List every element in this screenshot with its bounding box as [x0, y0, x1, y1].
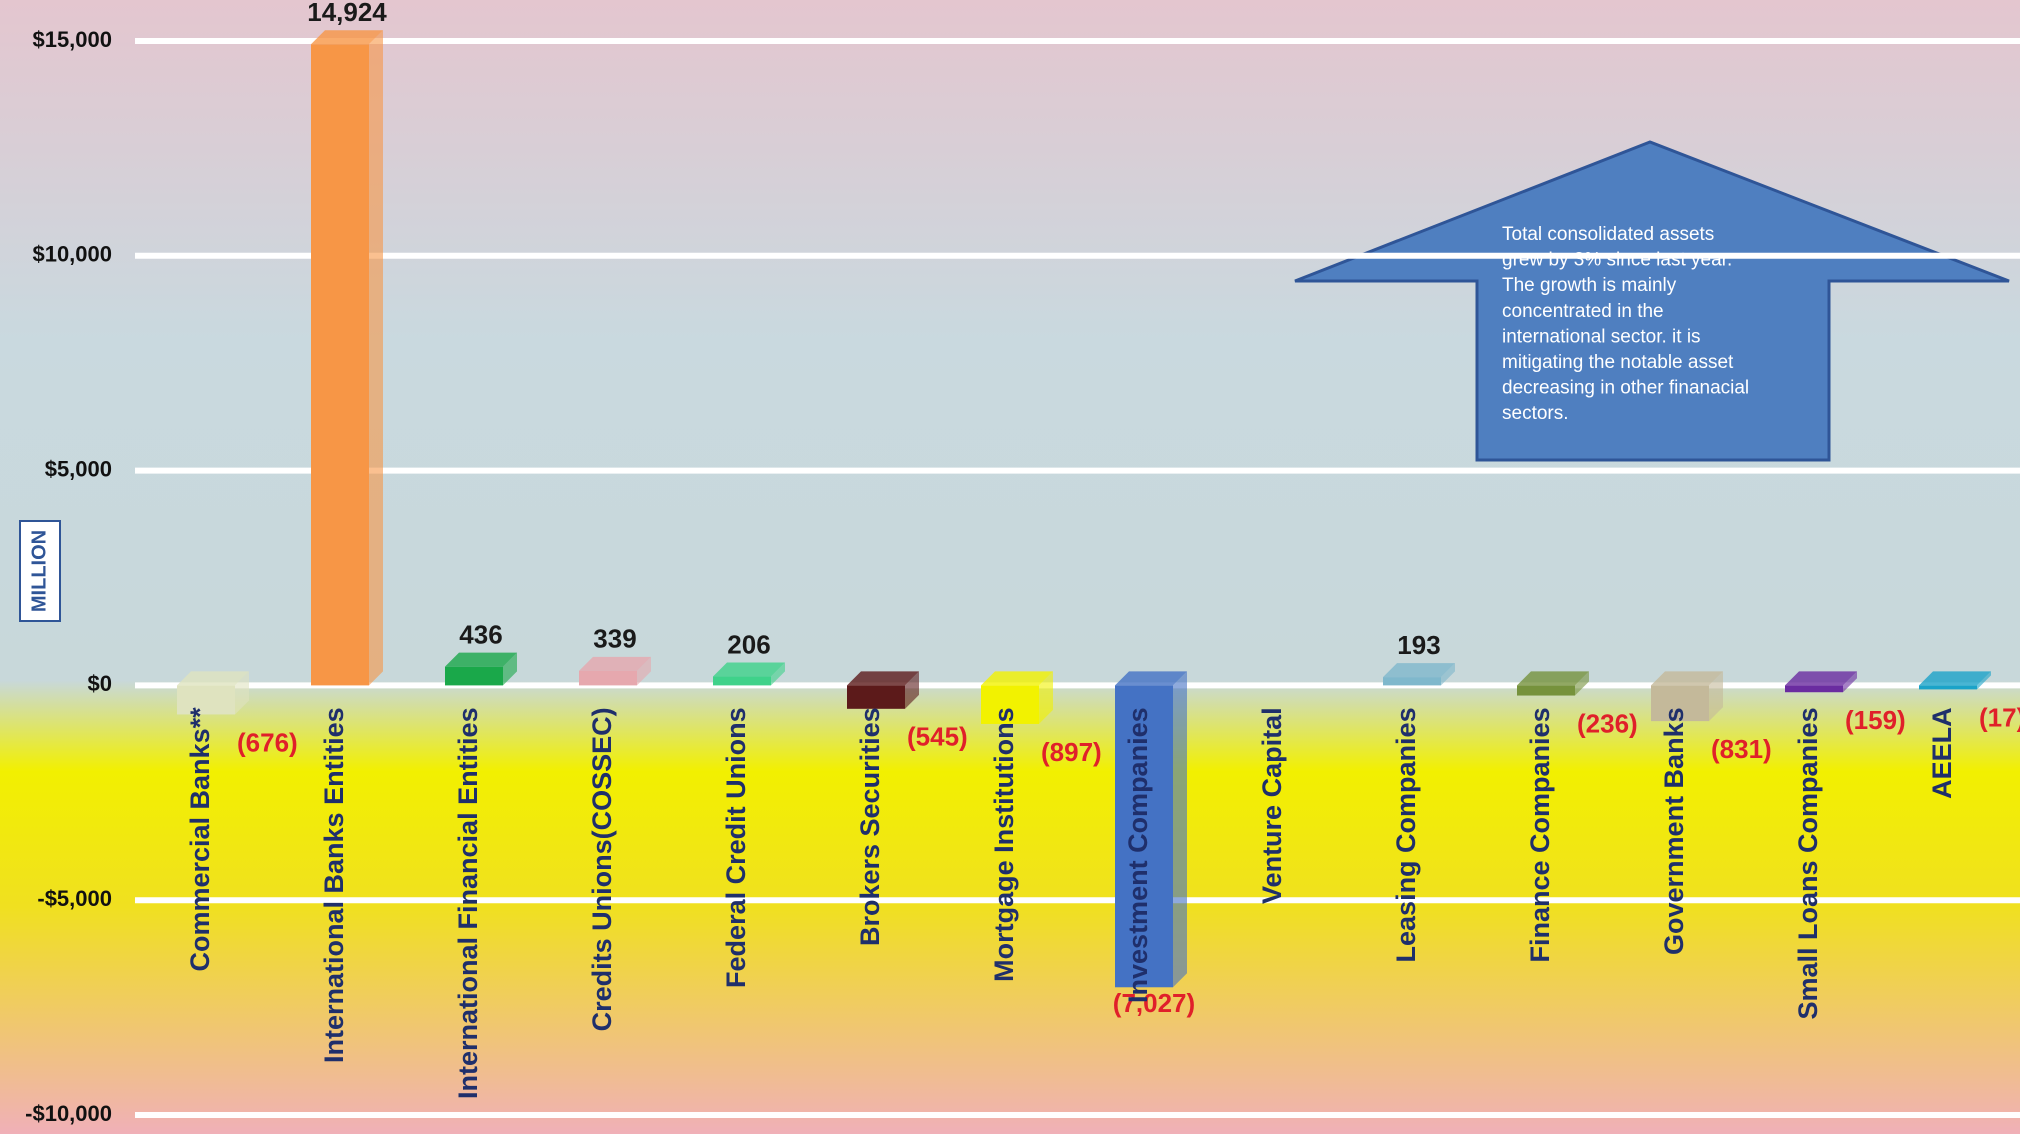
y-tick-label: $5,000 [45, 456, 112, 481]
annotation-line: concentrated in the [1502, 301, 1664, 322]
bar-side [1575, 671, 1589, 696]
bar-top [1785, 671, 1857, 686]
annotation-arrow [1294, 140, 2010, 462]
y-axis-label: MILLION [28, 530, 50, 612]
annotation-line: sectors. [1502, 403, 1569, 424]
bar-top [177, 671, 249, 686]
bar-top [1919, 671, 1991, 686]
x-tick-label: Brokers Securities [855, 707, 885, 946]
x-tick-label: Federal Credit Unions [721, 707, 751, 988]
value-label: 14,924 [307, 0, 387, 27]
bar-side [637, 656, 651, 686]
value-label: 193 [1397, 630, 1440, 660]
value-label: (17) [1979, 702, 2020, 732]
annotation-line: The growth is mainly [1502, 275, 1677, 296]
x-tick-label: Government Banks [1659, 707, 1689, 955]
x-tick-label: Investment Companies [1123, 707, 1153, 1003]
value-label: (7,027) [1113, 988, 1195, 1018]
bar-top [579, 656, 651, 671]
bar-top [847, 671, 919, 686]
bar-side [1843, 671, 1857, 693]
bar-side [1039, 671, 1053, 724]
bar [847, 685, 905, 709]
bar-top [311, 30, 383, 45]
bar [1651, 685, 1709, 722]
bar [1919, 685, 1977, 690]
bar [981, 685, 1039, 724]
bar-top [981, 671, 1053, 686]
bar [177, 685, 235, 715]
bar [579, 670, 637, 686]
x-tick-label: International Banks Entities [319, 707, 349, 1063]
x-tick-label: Credits Unions(COSSEC) [587, 707, 617, 1031]
value-label: 206 [727, 629, 770, 659]
x-tick-label: International Financial Entities [453, 707, 483, 1099]
bar-top [1383, 663, 1455, 678]
y-tick-label: $10,000 [32, 242, 112, 267]
y-tick-label: $15,000 [32, 27, 112, 52]
y-tick-label: $0 [88, 671, 112, 696]
bar-top [713, 662, 785, 677]
value-label: (159) [1845, 705, 1906, 735]
bar [1785, 685, 1843, 693]
bar-side [1173, 671, 1187, 988]
bar [445, 666, 503, 686]
y-tick-label: -$5,000 [37, 886, 112, 911]
bar [1383, 677, 1441, 686]
bar-side [235, 671, 249, 715]
bar-side [905, 671, 919, 709]
x-tick-label: Small Loans Companies [1793, 707, 1823, 1019]
bar-top [1517, 671, 1589, 686]
annotation-line: international sector. it is [1502, 326, 1701, 347]
bar [1115, 685, 1173, 988]
x-tick-label: Mortgage Institutions [989, 707, 1019, 981]
bar-side [1977, 671, 1991, 690]
bar [1517, 685, 1575, 696]
value-label: (897) [1041, 737, 1102, 767]
annotation-line: grew by 3% since last year. [1502, 250, 1732, 271]
annotation-line: mitigating the notable asset [1502, 352, 1734, 373]
value-label: (545) [907, 722, 968, 752]
bar-top [1651, 671, 1723, 686]
bar-side [1441, 663, 1455, 686]
annotation-line: Total consolidated assets [1502, 224, 1714, 245]
y-tick-label: -$10,000 [25, 1101, 112, 1126]
value-label: (676) [237, 727, 298, 757]
x-tick-label: Finance Companies [1525, 707, 1555, 962]
bar-side [503, 652, 517, 686]
x-tick-label: Venture Capital [1257, 707, 1287, 904]
annotation-line: decreasing in other finanacial [1502, 378, 1749, 399]
bar-top [1115, 671, 1187, 686]
x-tick-label: Leasing Companies [1391, 707, 1421, 962]
bar [311, 44, 369, 686]
bar-side [369, 30, 383, 686]
bar-side [1709, 671, 1723, 722]
bar [713, 676, 771, 686]
ylabel-box [19, 520, 61, 622]
bar-top [445, 652, 517, 667]
x-tick-label: Commercial Banks** [185, 707, 215, 972]
value-label: (831) [1711, 734, 1772, 764]
value-label: 436 [459, 620, 502, 650]
x-tick-label: AEELA [1927, 707, 1957, 799]
value-label: (236) [1577, 708, 1638, 738]
bar-side [771, 662, 785, 686]
value-label: 339 [593, 624, 636, 654]
